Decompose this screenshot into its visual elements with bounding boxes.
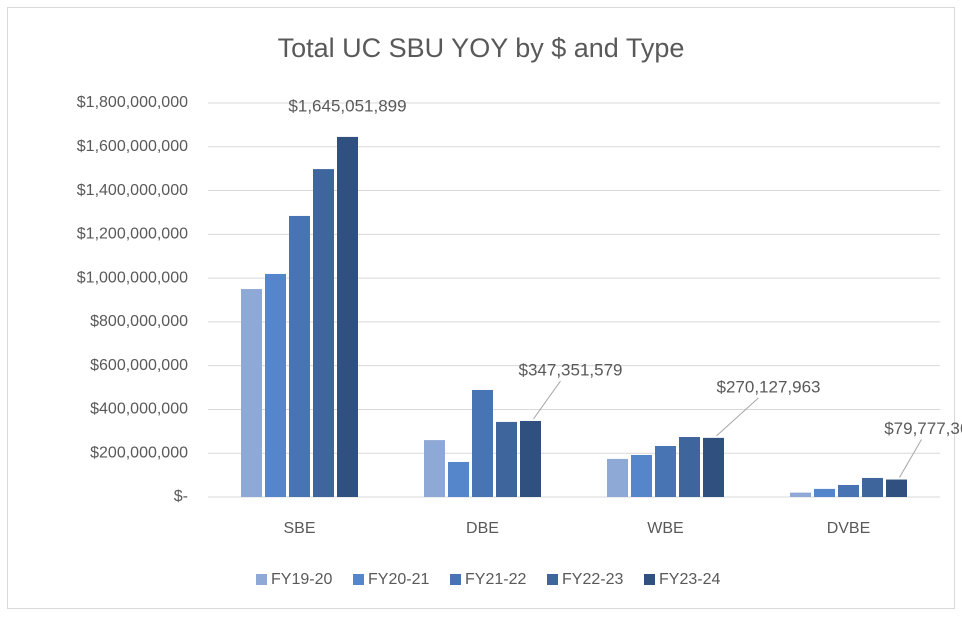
legend-swatch [450, 574, 461, 585]
bar [814, 488, 835, 497]
bar [790, 492, 811, 497]
bar [886, 479, 907, 497]
bar [424, 440, 445, 497]
bar [631, 454, 652, 497]
bar [520, 420, 541, 497]
y-tick-label: $1,200,000,000 [77, 226, 188, 243]
bar [679, 437, 700, 497]
bar [313, 169, 334, 498]
y-tick-label: $1,400,000,000 [77, 182, 188, 199]
bar [838, 484, 859, 497]
legend-swatch [353, 574, 364, 585]
legend-label: FY23-24 [659, 571, 720, 588]
legend-swatch [256, 574, 267, 585]
bar [472, 389, 493, 497]
legend-label: FY19-20 [271, 571, 332, 588]
leader-line [533, 380, 561, 420]
bar [655, 445, 676, 497]
legend-label: FY22-23 [562, 571, 623, 588]
x-tick-label: DVBE [827, 520, 871, 537]
y-tick-label: $- [174, 488, 188, 505]
chart-title: Total UC SBU YOY by $ and Type [278, 33, 685, 63]
x-tick-label: DBE [466, 520, 499, 537]
bar [496, 421, 517, 497]
legend-swatch [644, 574, 655, 585]
x-tick-label: WBE [647, 520, 683, 537]
bar [289, 215, 310, 498]
y-tick-label: $600,000,000 [90, 357, 188, 374]
bar [448, 461, 469, 497]
bar [337, 136, 358, 497]
bar [265, 273, 286, 497]
legend-swatch [547, 574, 558, 585]
bar [607, 458, 628, 497]
chart-frame [7, 7, 955, 609]
leader-line [899, 439, 922, 478]
leader-line [716, 397, 759, 437]
y-tick-label: $1,600,000,000 [77, 138, 188, 155]
data-label: $79,777,368 [884, 419, 962, 438]
y-tick-label: $400,000,000 [90, 401, 188, 418]
bar [241, 289, 262, 497]
data-label: $1,645,051,899 [288, 96, 406, 115]
y-tick-label: $800,000,000 [90, 313, 188, 330]
bar [703, 437, 724, 497]
legend-label: FY20-21 [368, 571, 429, 588]
y-tick-label: $1,800,000,000 [77, 94, 188, 111]
data-label: $270,127,963 [717, 377, 821, 396]
y-tick-label: $1,000,000,000 [77, 269, 188, 286]
x-tick-label: SBE [283, 520, 315, 537]
bar [862, 477, 883, 497]
legend-label: FY21-22 [465, 571, 526, 588]
y-tick-label: $200,000,000 [90, 444, 188, 461]
data-label: $347,351,579 [519, 360, 623, 379]
